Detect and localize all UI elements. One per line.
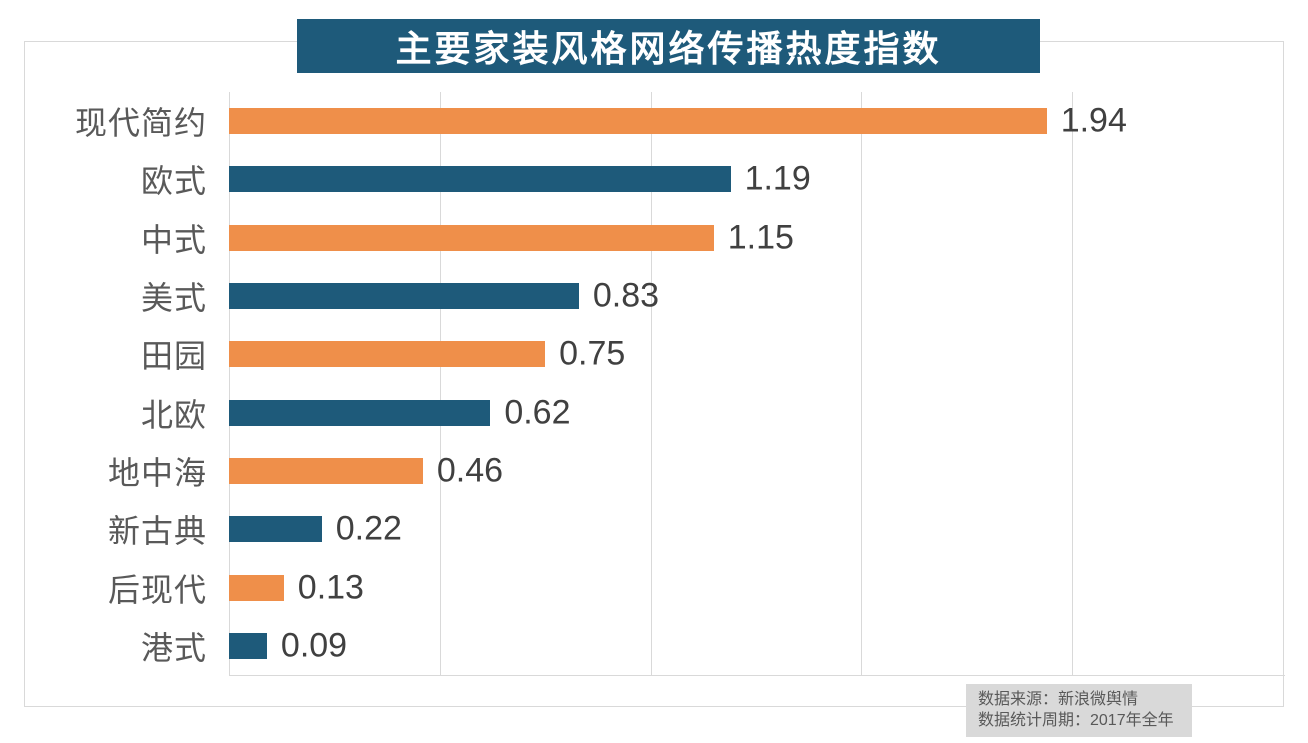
category-label: 中式 xyxy=(140,221,207,258)
x-axis-line xyxy=(229,675,1285,676)
value-label: 1.94 xyxy=(1060,101,1127,140)
source-line-1: 数据来源：新浪微舆情 xyxy=(978,691,1139,708)
category-label: 欧式 xyxy=(140,163,207,200)
gridline xyxy=(861,92,863,675)
chart-title: 主要家装风格网络传播热度指数 xyxy=(395,28,942,69)
gridline xyxy=(439,92,441,675)
value-label: 1.15 xyxy=(727,218,794,257)
value-label: 0.22 xyxy=(335,509,402,548)
bar xyxy=(229,399,491,426)
category-label: 美式 xyxy=(140,280,207,317)
category-label: 港式 xyxy=(140,630,207,667)
bar xyxy=(229,224,714,251)
category-label: 现代简约 xyxy=(74,105,207,141)
value-label: 0.13 xyxy=(297,568,364,607)
bar xyxy=(229,341,546,368)
category-label: 新古典 xyxy=(107,513,207,550)
bar xyxy=(229,108,1047,134)
bar xyxy=(229,458,423,485)
category-label: 后现代 xyxy=(107,571,207,608)
value-label: 0.75 xyxy=(559,334,626,373)
category-label: 地中海 xyxy=(107,455,207,492)
bar xyxy=(229,574,284,601)
bar xyxy=(229,283,579,310)
source-line-2: 数据统计周期：2017年全年 xyxy=(978,712,1174,729)
category-label: 北欧 xyxy=(140,396,207,433)
gridline xyxy=(229,92,230,675)
value-label: 0.83 xyxy=(592,276,660,315)
source-note: 数据来源：新浪微舆情 数据统计周期：2017年全年 xyxy=(966,684,1192,737)
bar xyxy=(229,166,731,193)
chart-title-box: 主要家装风格网络传播热度指数 xyxy=(297,19,1040,73)
bar xyxy=(229,633,267,660)
value-label: 0.46 xyxy=(436,451,504,490)
value-label: 0.62 xyxy=(504,393,571,432)
bar xyxy=(229,516,322,543)
value-label: 0.09 xyxy=(280,626,348,665)
gridline xyxy=(650,92,652,675)
category-label: 田园 xyxy=(140,338,207,375)
gridline xyxy=(1072,92,1073,675)
value-label: 1.19 xyxy=(744,159,811,198)
